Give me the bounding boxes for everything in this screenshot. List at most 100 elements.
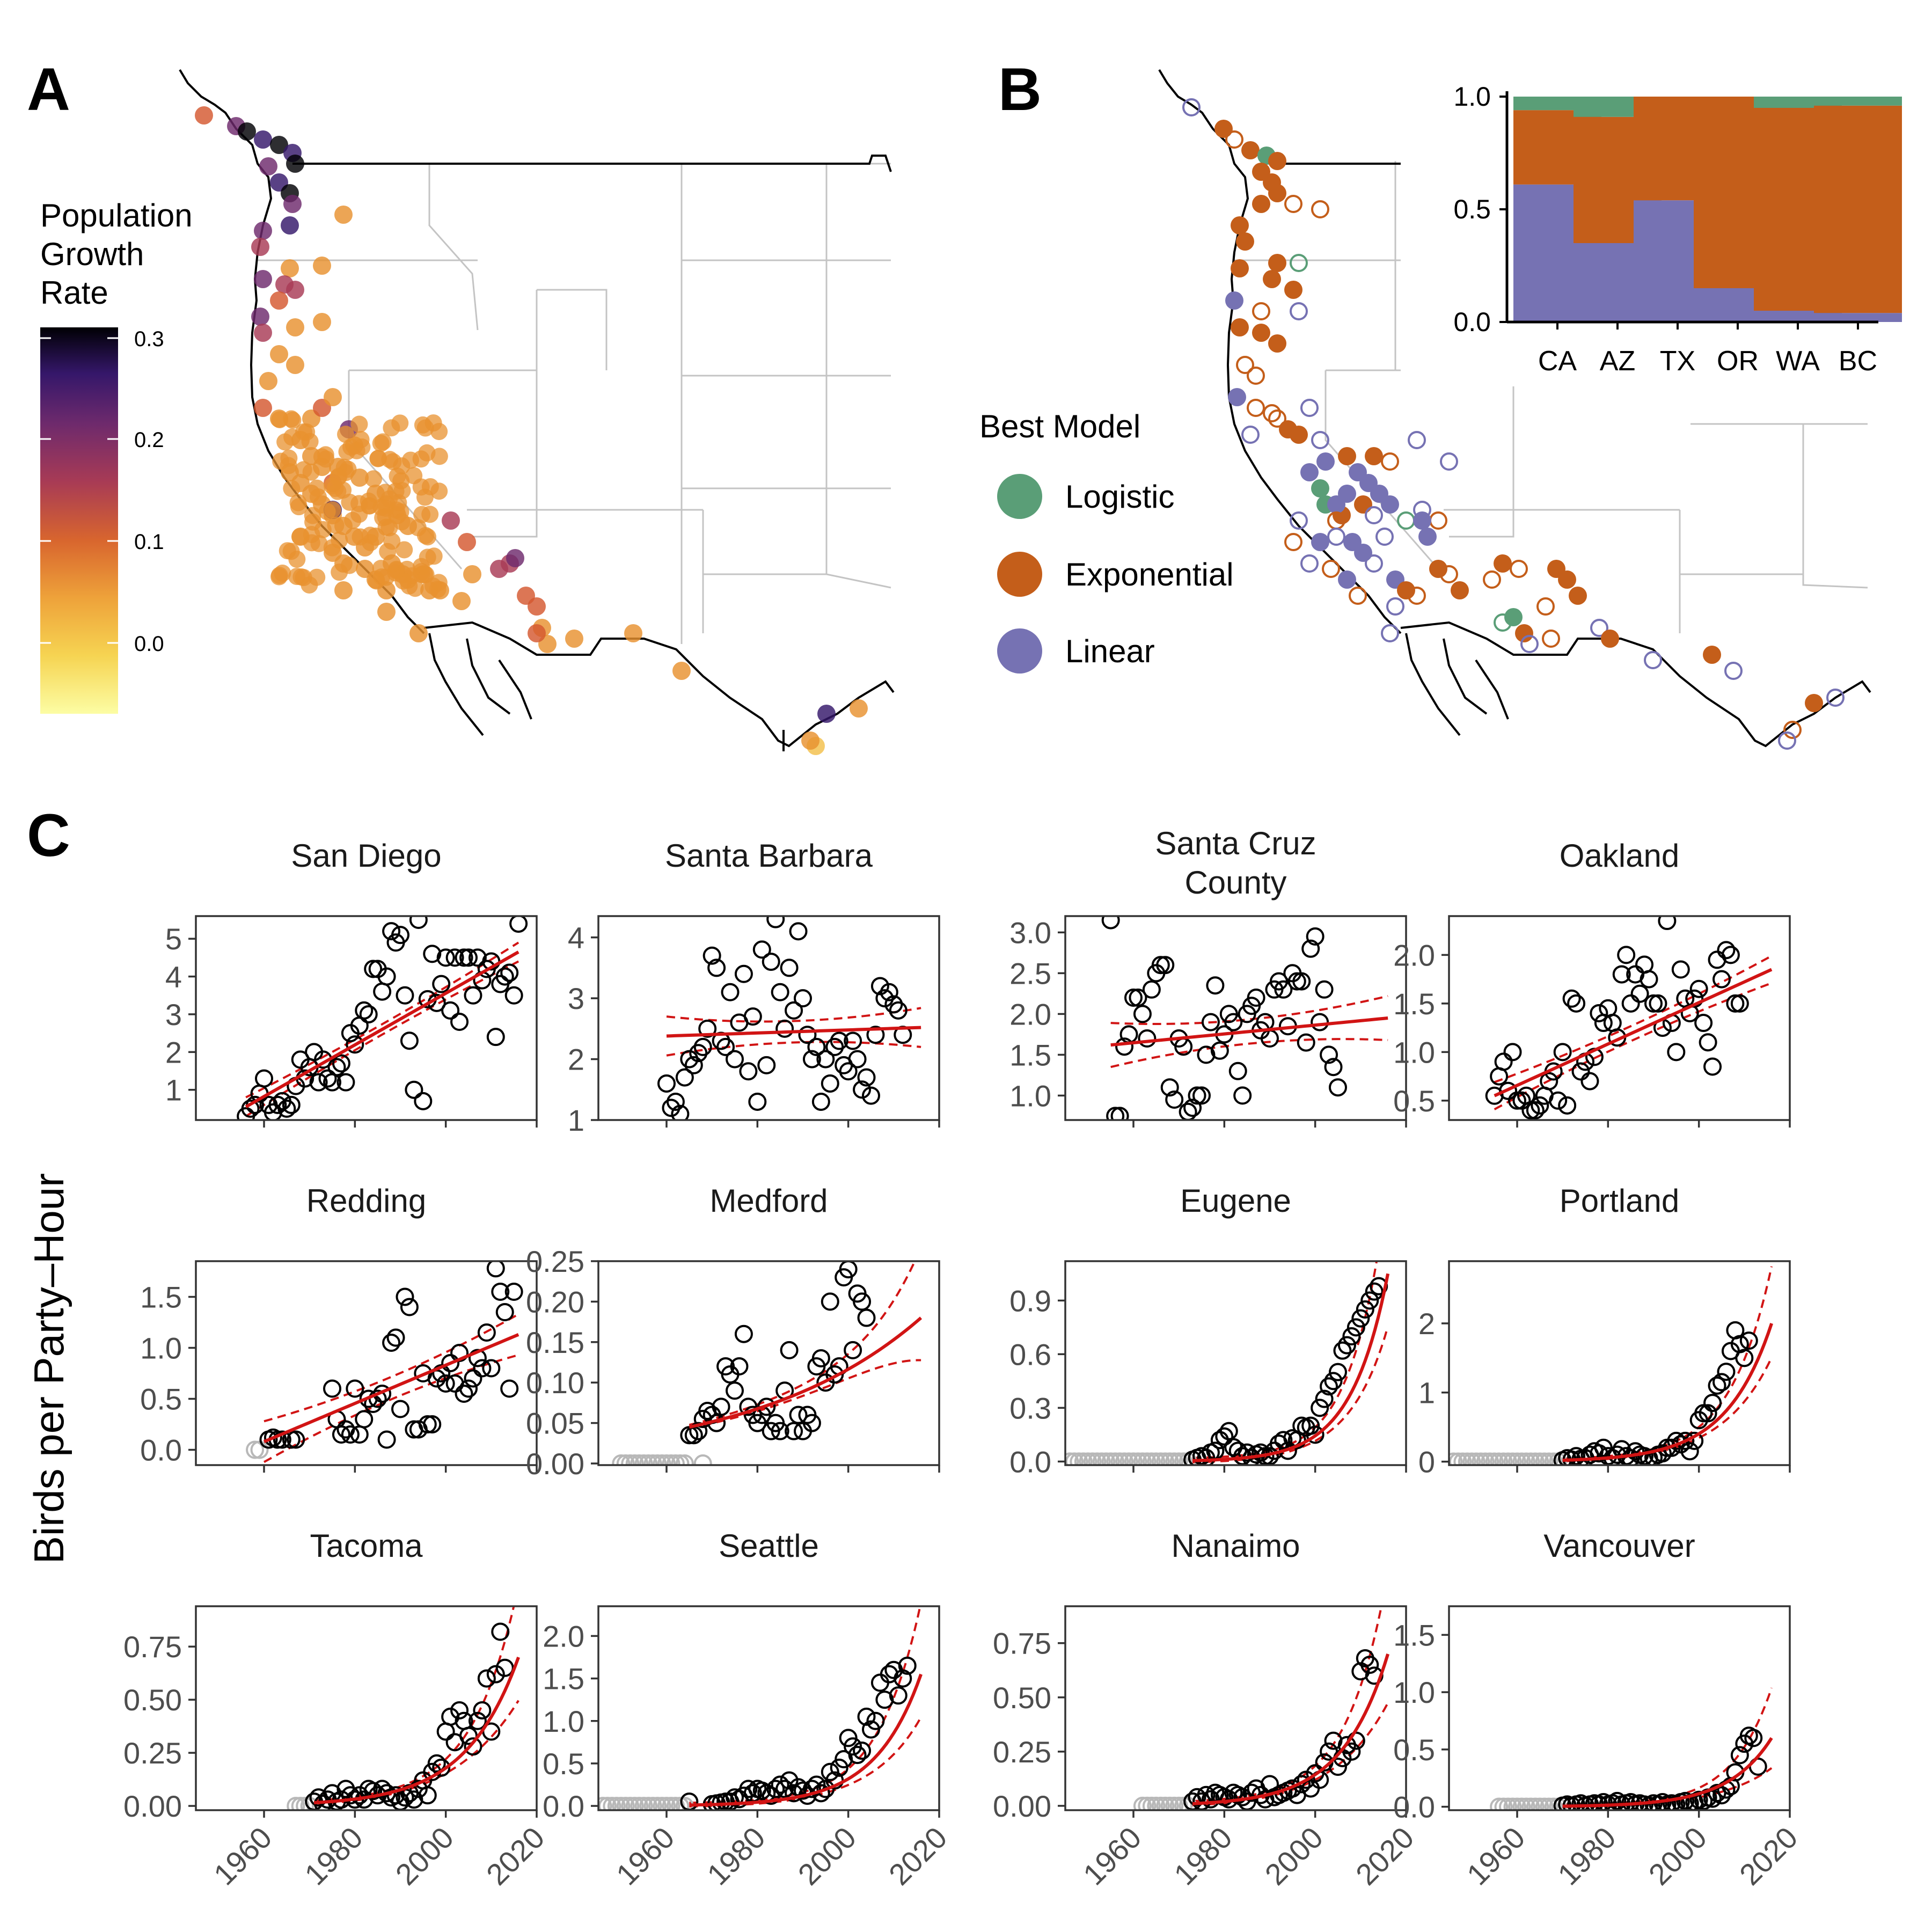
data-point <box>1156 956 1175 975</box>
data-point <box>336 1073 355 1092</box>
map-point <box>1263 270 1281 288</box>
map-point <box>1381 624 1399 642</box>
data-point <box>364 960 383 978</box>
ci-lower-line <box>245 960 519 1117</box>
panel-title: Vancouver <box>1543 1528 1695 1564</box>
fit-line <box>1110 1016 1388 1047</box>
map-point <box>1440 565 1458 583</box>
data-point <box>287 1430 305 1449</box>
data-point <box>612 1797 631 1810</box>
data-point <box>418 1786 437 1805</box>
map-point <box>284 412 302 429</box>
data-point <box>473 1359 492 1378</box>
data-point <box>482 1359 501 1378</box>
map-point <box>376 484 394 501</box>
panel-frame <box>597 915 940 1121</box>
data-point <box>491 1283 510 1301</box>
data-point <box>432 975 451 993</box>
y-tick-label: 1.5 <box>1393 1618 1435 1652</box>
data-point <box>802 1414 821 1432</box>
data-point <box>1160 1796 1179 1810</box>
data-point <box>391 1400 409 1418</box>
data-point <box>1320 1045 1338 1064</box>
data-point <box>653 1797 671 1810</box>
data-point <box>455 1385 473 1403</box>
data-point <box>1124 989 1143 1007</box>
map-point <box>1214 120 1233 138</box>
map-point <box>801 731 819 750</box>
map-point <box>624 624 642 642</box>
data-point <box>1458 1452 1476 1465</box>
data-point <box>775 1780 794 1798</box>
map-point <box>298 423 316 441</box>
colorbar-tick-03: 0.3 <box>134 327 164 351</box>
ci-upper-line <box>1192 1261 1378 1459</box>
data-point <box>1337 1336 1356 1355</box>
map-point <box>1440 452 1458 471</box>
panel-title: Tacoma <box>310 1528 423 1564</box>
data-point <box>1535 1797 1554 1810</box>
data-point <box>273 1430 291 1449</box>
data-point <box>785 1784 803 1803</box>
x-tick-label: 2020 <box>1349 1820 1421 1892</box>
map-point <box>1241 141 1260 159</box>
data-point <box>255 1069 273 1088</box>
map-point <box>350 415 368 433</box>
data-point <box>1160 1078 1179 1097</box>
data-point <box>857 1308 876 1327</box>
panel-title: Santa Cruz <box>1155 825 1316 861</box>
data-point <box>477 1669 496 1688</box>
x-tick-label: 2000 <box>389 1820 460 1892</box>
inset-x-tick-label: AZ <box>1600 346 1635 377</box>
data-point <box>702 946 721 965</box>
map-point <box>251 238 269 256</box>
data-point <box>287 1797 305 1810</box>
legend-label-exponential: Exponential <box>1065 557 1234 592</box>
y-tick-label: 0.75 <box>993 1627 1051 1660</box>
panel-frame <box>1064 915 1407 1121</box>
map-point <box>1429 560 1447 578</box>
fit-line <box>263 1333 519 1444</box>
data-point <box>1544 1797 1563 1810</box>
data-point <box>464 1737 482 1756</box>
data-point <box>1699 1033 1717 1052</box>
y-tick-label: 1.0 <box>543 1704 584 1738</box>
panel-frame <box>195 1260 538 1466</box>
data-point <box>409 916 428 930</box>
data-point <box>634 1797 653 1810</box>
colorbar <box>40 327 118 714</box>
map-point <box>442 511 460 530</box>
bar-exponential-bc <box>1814 105 1902 313</box>
data-point <box>477 1323 496 1342</box>
map-point <box>1236 232 1254 251</box>
panel-title: San Diego <box>291 838 441 874</box>
data-point <box>396 1287 414 1306</box>
data-point <box>657 1074 676 1093</box>
data-point <box>382 1334 401 1352</box>
y-tick-label: 1.5 <box>543 1662 584 1696</box>
map-point <box>1451 581 1469 599</box>
data-point <box>1142 980 1161 999</box>
panel-label-b: B <box>998 56 1042 123</box>
map-point <box>1322 560 1340 578</box>
ci-lower-line <box>1494 982 1772 1110</box>
data-point <box>1517 1797 1535 1810</box>
map-point <box>341 557 358 574</box>
map-point <box>1569 587 1587 605</box>
data-point <box>1238 1443 1256 1462</box>
data-point <box>423 1415 442 1433</box>
data-point <box>675 1454 694 1465</box>
data-point <box>734 1324 753 1343</box>
data-point <box>598 1797 612 1810</box>
data-point <box>621 1454 640 1465</box>
map-point <box>1231 216 1249 235</box>
x-tick-label: 1960 <box>1460 1820 1532 1892</box>
data-point <box>1540 1452 1558 1465</box>
data-point <box>853 1292 872 1311</box>
data-point <box>486 1261 505 1278</box>
ci-upper-line <box>245 941 519 1099</box>
y-tick-label: 0.75 <box>123 1630 182 1664</box>
data-point <box>495 967 514 986</box>
data-point <box>1274 980 1293 999</box>
map-point <box>1300 554 1319 573</box>
